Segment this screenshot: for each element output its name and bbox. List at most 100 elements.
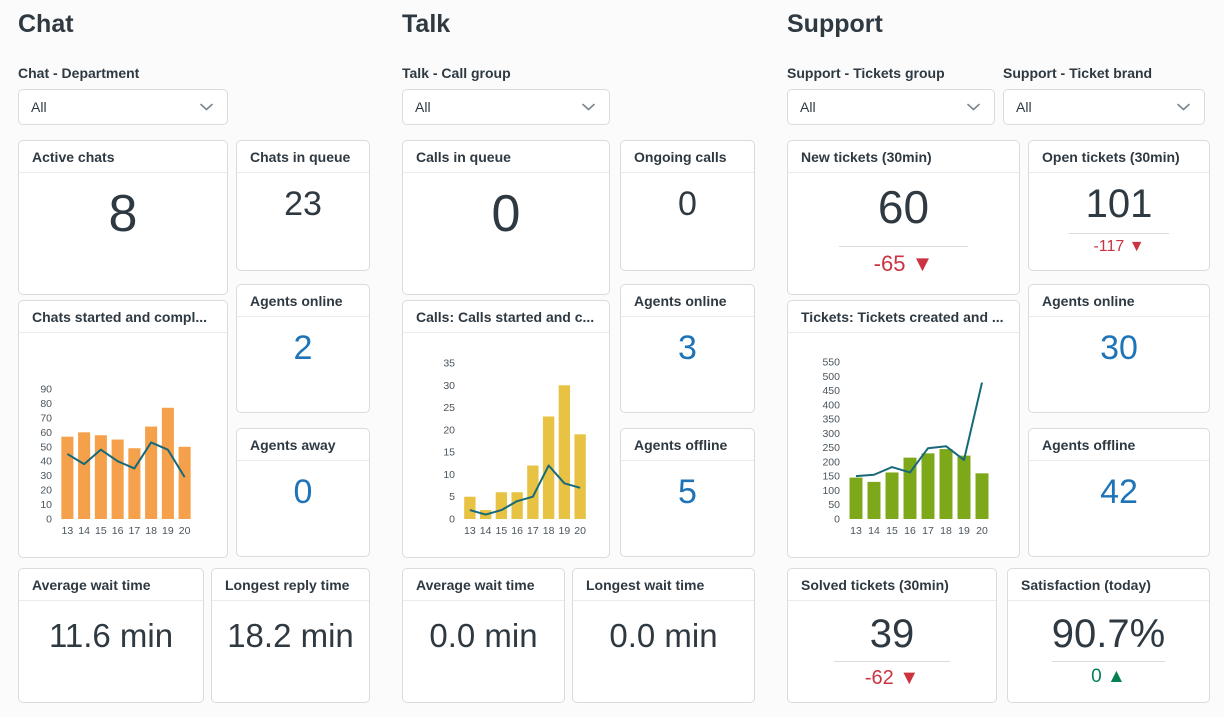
divider: [1052, 661, 1165, 662]
svg-text:17: 17: [129, 525, 141, 537]
svg-text:35: 35: [443, 358, 455, 370]
talk-longest-wait-time-card: Longest wait time 0.0 min: [572, 568, 755, 703]
svg-text:19: 19: [162, 525, 174, 537]
talk-average-wait-time-value: 0.0 min: [429, 617, 538, 654]
card-title: Average wait time: [403, 569, 564, 601]
chat-agents-away-card: Agents away 0: [236, 428, 370, 557]
chat-active-chats-value: 8: [108, 185, 138, 243]
support-tickets-group-select-value: All: [800, 99, 816, 115]
card-title: Chats in queue: [237, 141, 369, 173]
svg-text:200: 200: [822, 456, 840, 468]
svg-text:100: 100: [822, 485, 840, 497]
talk-activity-chart: 0 5 10 15 20 25 30 35 13 14 15 16 17 18 19 20: [403, 333, 609, 557]
card-title: Longest wait time: [573, 569, 754, 601]
support-agents-offline-value: 42: [1100, 473, 1138, 511]
svg-text:15: 15: [95, 525, 107, 537]
chevron-down-icon: [582, 103, 595, 111]
svg-text:13: 13: [850, 525, 862, 537]
svg-text:30: 30: [40, 470, 52, 482]
svg-text:20: 20: [179, 525, 191, 537]
card-title: Calls: Calls started and c...: [403, 301, 609, 333]
svg-text:550: 550: [822, 357, 840, 369]
chat-department-select[interactable]: All: [18, 89, 228, 125]
svg-text:150: 150: [822, 471, 840, 483]
chat-agents-away-value: 0: [293, 473, 313, 511]
svg-text:18: 18: [543, 525, 555, 537]
svg-text:0: 0: [834, 514, 840, 526]
chat-department-select-value: All: [31, 99, 47, 115]
svg-text:15: 15: [443, 447, 455, 459]
card-title: Chats started and compl...: [19, 301, 227, 333]
support-satisfaction-card: Satisfaction (today) 90.7% 0 ▲: [1007, 568, 1210, 703]
talk-agents-online-value: 3: [678, 329, 697, 367]
svg-text:350: 350: [822, 414, 840, 426]
svg-text:17: 17: [527, 525, 539, 537]
chat-active-chats-card: Active chats 8: [18, 140, 228, 295]
svg-text:10: 10: [443, 469, 455, 481]
svg-text:50: 50: [828, 499, 840, 511]
support-agents-offline-card: Agents offline 42: [1028, 428, 1210, 557]
svg-text:13: 13: [62, 525, 74, 537]
svg-text:14: 14: [868, 525, 880, 537]
support-open-tickets-card: Open tickets (30min) 101 -117 ▼: [1028, 140, 1210, 271]
chat-average-wait-time-value: 11.6 min: [48, 617, 174, 654]
support-tickets-group-select[interactable]: All: [787, 89, 995, 125]
svg-text:18: 18: [145, 525, 157, 537]
card-title: Open tickets (30min): [1029, 141, 1209, 173]
chat-longest-reply-time-value: 18.2 min: [227, 617, 354, 654]
svg-text:15: 15: [496, 525, 508, 537]
svg-text:25: 25: [443, 402, 455, 414]
card-title: Average wait time: [19, 569, 203, 601]
card-title: New tickets (30min): [788, 141, 1019, 173]
card-title: Agents online: [237, 285, 369, 317]
svg-text:10: 10: [40, 499, 52, 511]
card-title: Satisfaction (today): [1008, 569, 1209, 601]
support-new-tickets-card: New tickets (30min) 60 -65 ▼: [787, 140, 1020, 295]
talk-activity-chart-card: Calls: Calls started and c... 0 5 10 15 20 25…: [402, 300, 610, 558]
svg-text:500: 500: [822, 371, 840, 383]
svg-text:15: 15: [886, 525, 898, 537]
support-section-title: Support: [787, 10, 883, 38]
svg-text:0: 0: [46, 514, 52, 526]
talk-call-group-filter-label: Talk - Call group: [402, 65, 511, 81]
talk-calls-in-queue-card: Calls in queue 0: [402, 140, 610, 295]
svg-text:90: 90: [40, 384, 52, 396]
divider: [838, 245, 969, 247]
chat-chats-in-queue-card: Chats in queue 23: [236, 140, 370, 271]
svg-text:30: 30: [443, 380, 455, 392]
svg-text:450: 450: [822, 385, 840, 397]
support-activity-chart-card: Tickets: Tickets created and ... 0 50 100 1…: [787, 300, 1020, 558]
svg-text:14: 14: [480, 525, 492, 537]
talk-call-group-select[interactable]: All: [402, 89, 610, 125]
support-ticket-brand-select[interactable]: All: [1003, 89, 1205, 125]
svg-text:16: 16: [904, 525, 916, 537]
svg-text:19: 19: [559, 525, 571, 537]
chat-department-filter-label: Chat - Department: [18, 65, 140, 81]
talk-agents-offline-card: Agents offline 5: [620, 428, 755, 557]
talk-agents-online-card: Agents online 3: [620, 284, 755, 413]
talk-longest-wait-time-value: 0.0 min: [609, 617, 718, 654]
chat-section-title: Chat: [18, 10, 74, 38]
card-title: Agents offline: [621, 429, 754, 461]
divider: [833, 661, 951, 662]
chevron-down-icon: [1177, 103, 1190, 111]
talk-call-group-select-value: All: [415, 99, 431, 115]
support-satisfaction-value: 90.7%: [1051, 612, 1166, 656]
card-title: Agents away: [237, 429, 369, 461]
support-open-tickets-delta: -117 ▼: [1093, 238, 1145, 255]
support-solved-tickets-card: Solved tickets (30min) 39 -62 ▼: [787, 568, 997, 703]
svg-text:17: 17: [922, 525, 934, 537]
svg-text:80: 80: [40, 398, 52, 410]
chevron-down-icon: [967, 103, 980, 111]
support-agents-online-card: Agents online 30: [1028, 284, 1210, 413]
card-title: Agents online: [1029, 285, 1209, 317]
svg-text:18: 18: [940, 525, 952, 537]
support-open-tickets-value: 101: [1085, 182, 1153, 226]
chat-activity-chart: 0 10 20 30 40 50 60 70 80 90 13 14 15 16 17 18 19 20: [19, 333, 227, 557]
support-agents-online-value: 30: [1100, 329, 1138, 367]
support-ticket-brand-select-value: All: [1016, 99, 1032, 115]
chat-longest-reply-time-card: Longest reply time 18.2 min: [211, 568, 370, 703]
support-solved-tickets-delta: -62 ▼: [864, 667, 920, 689]
svg-text:400: 400: [822, 399, 840, 411]
